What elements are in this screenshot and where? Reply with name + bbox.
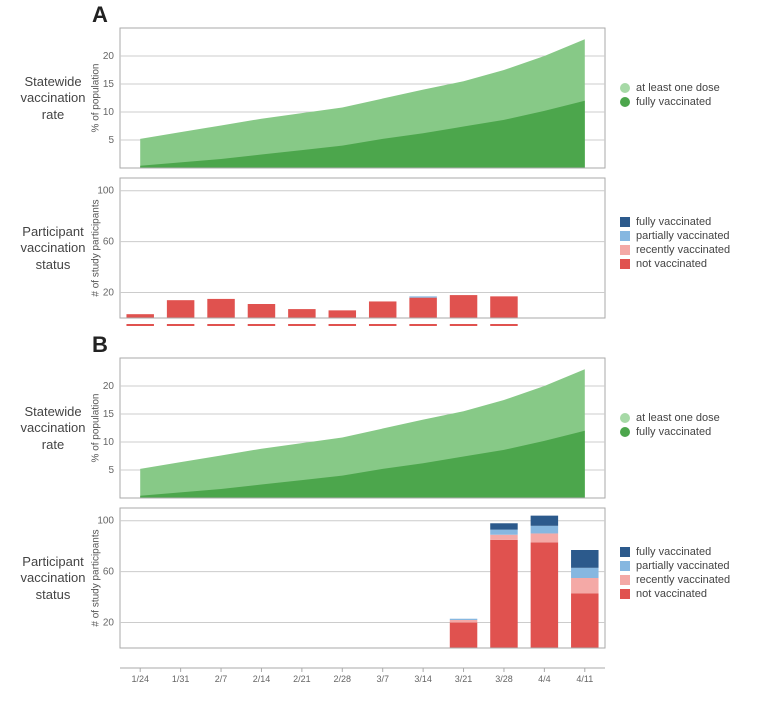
- legend-label: partially vaccinated: [636, 230, 730, 242]
- legend-item: not vaccinated: [620, 258, 730, 270]
- svg-text:4/11: 4/11: [576, 674, 593, 684]
- svg-text:2/7: 2/7: [215, 674, 228, 684]
- legend-item: recently vaccinated: [620, 574, 730, 586]
- yaxis-title-area-b: % of population: [91, 394, 102, 463]
- legend-item: partially vaccinated: [620, 230, 730, 242]
- yaxis-title-bars-b: # of study participants: [91, 529, 102, 626]
- legend-item: at least one dose: [620, 412, 720, 424]
- svg-text:10: 10: [103, 107, 115, 118]
- legend-label: fully vaccinated: [636, 216, 711, 228]
- legend-item: partially vaccinated: [620, 560, 730, 572]
- legend-swatch: [620, 245, 630, 255]
- legend-swatch: [620, 589, 630, 599]
- legend-area-a: at least one dose fully vaccinated: [620, 82, 720, 110]
- legend-swatch: [620, 217, 630, 227]
- legend-swatch: [620, 83, 630, 93]
- panel-letter-b: B: [92, 332, 108, 358]
- legend-bars-b: fully vaccinated partially vaccinated rece…: [620, 546, 730, 602]
- svg-text:2/28: 2/28: [334, 674, 352, 684]
- legend-item: fully vaccinated: [620, 96, 720, 108]
- legend-label: recently vaccinated: [636, 574, 730, 586]
- legend-item: not vaccinated: [620, 588, 730, 600]
- svg-text:20: 20: [103, 618, 115, 629]
- legend-swatch: [620, 259, 630, 269]
- svg-text:3/21: 3/21: [455, 674, 473, 684]
- svg-text:15: 15: [103, 409, 115, 420]
- legend-swatch: [620, 575, 630, 585]
- label-participant-a: Participantvaccinationstatus: [8, 224, 98, 273]
- panel-letter-a: A: [92, 2, 108, 28]
- svg-text:10: 10: [103, 437, 115, 448]
- legend-item: fully vaccinated: [620, 426, 720, 438]
- legend-swatch: [620, 561, 630, 571]
- legend-label: fully vaccinated: [636, 546, 711, 558]
- svg-text:100: 100: [97, 186, 114, 197]
- svg-text:15: 15: [103, 79, 115, 90]
- legend-item: fully vaccinated: [620, 216, 730, 228]
- label-statewide-b: Statewidevaccinationrate: [8, 404, 98, 453]
- legend-label: at least one dose: [636, 82, 720, 94]
- legend-label: not vaccinated: [636, 258, 707, 270]
- svg-text:2/14: 2/14: [253, 674, 271, 684]
- legend-item: at least one dose: [620, 82, 720, 94]
- legend-swatch: [620, 427, 630, 437]
- svg-text:3/28: 3/28: [495, 674, 513, 684]
- legend-swatch: [620, 231, 630, 241]
- svg-text:1/31: 1/31: [172, 674, 190, 684]
- svg-text:20: 20: [103, 51, 115, 62]
- label-participant-b: Participantvaccinationstatus: [8, 554, 98, 603]
- svg-text:20: 20: [103, 381, 115, 392]
- yaxis-title-bars-a: # of study participants: [91, 199, 102, 296]
- svg-text:60: 60: [103, 567, 115, 578]
- legend-area-b: at least one dose fully vaccinated: [620, 412, 720, 440]
- legend-item: fully vaccinated: [620, 546, 730, 558]
- legend-label: not vaccinated: [636, 588, 707, 600]
- legend-bars-a: fully vaccinated partially vaccinated rece…: [620, 216, 730, 272]
- figure-root: 5 10 15 20 20 60 100 5 10 15 20 20 60 100 1/24 1/31 2/7 2…: [0, 0, 761, 701]
- svg-text:1/24: 1/24: [131, 674, 149, 684]
- yaxis-title-area-a: % of population: [91, 64, 102, 133]
- svg-text:3/14: 3/14: [414, 674, 432, 684]
- legend-swatch: [620, 547, 630, 557]
- svg-text:20: 20: [103, 288, 115, 299]
- legend-item: recently vaccinated: [620, 244, 730, 256]
- label-statewide-a: Statewidevaccinationrate: [8, 74, 98, 123]
- svg-text:4/4: 4/4: [538, 674, 551, 684]
- legend-label: at least one dose: [636, 412, 720, 424]
- legend-swatch: [620, 413, 630, 423]
- svg-text:60: 60: [103, 237, 115, 248]
- legend-swatch: [620, 97, 630, 107]
- svg-text:2/21: 2/21: [293, 674, 311, 684]
- svg-text:5: 5: [108, 135, 114, 146]
- svg-text:3/7: 3/7: [376, 674, 389, 684]
- svg-text:100: 100: [97, 516, 114, 527]
- legend-label: fully vaccinated: [636, 96, 711, 108]
- legend-label: recently vaccinated: [636, 244, 730, 256]
- svg-text:5: 5: [108, 465, 114, 476]
- legend-label: fully vaccinated: [636, 426, 711, 438]
- legend-label: partially vaccinated: [636, 560, 730, 572]
